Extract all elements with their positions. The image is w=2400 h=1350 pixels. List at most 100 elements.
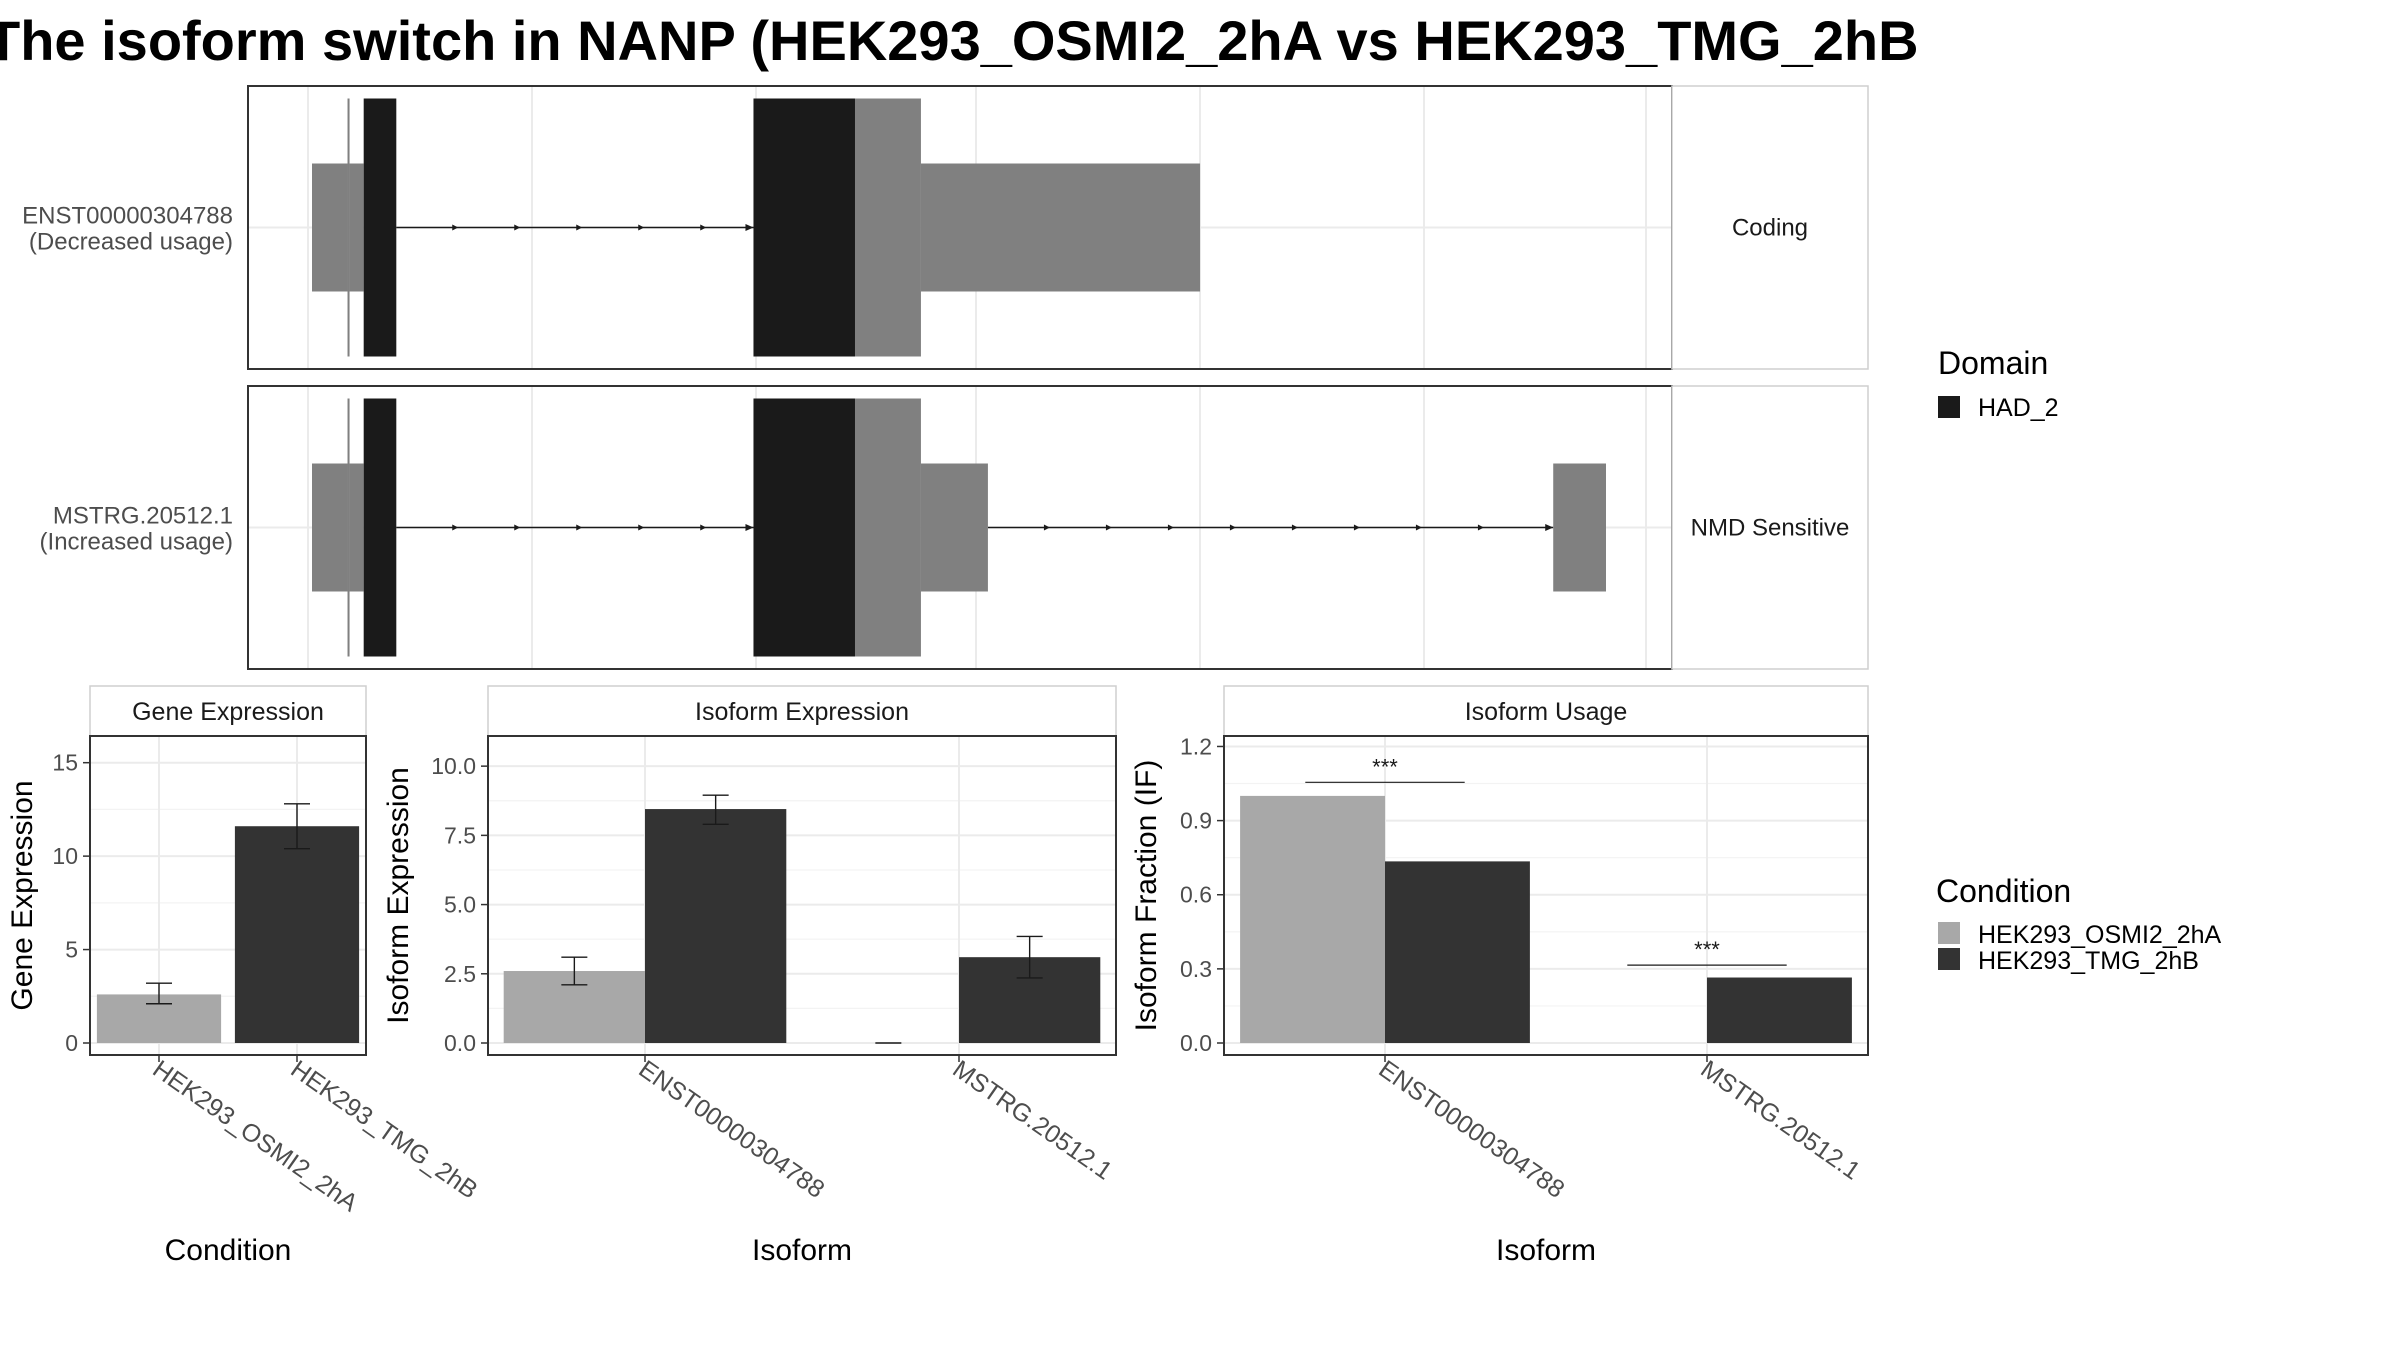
y-tick-label: 1.2 [1180, 733, 1212, 759]
transcript-structure-panel: Coding ENST00000304788(Decreased usage) NM… [22, 85, 1869, 670]
y-tick-label: 0 [65, 1030, 78, 1056]
intron-arrow [1545, 524, 1554, 531]
chart-title: Isoform Expression [695, 698, 909, 726]
utr-exon-block [854, 98, 921, 357]
y-tick-label: 0.3 [1180, 956, 1212, 982]
domain-block-had2 [753, 398, 855, 657]
y-tick-label: 0.9 [1180, 808, 1212, 834]
intron-arrow [745, 224, 754, 231]
x-tick-label: MSTRG.20512.1 [1696, 1055, 1866, 1186]
y-tick-label: 0.6 [1180, 882, 1212, 908]
intron-arrow [700, 224, 707, 231]
y-tick-label: 2.5 [444, 961, 476, 987]
y-tick-label: 5.0 [444, 892, 476, 918]
chart-panel-0: Gene Expression051015HEK293_OSMI2_2hAHEK… [6, 685, 483, 1267]
domain-block-had2 [363, 98, 397, 357]
legends: Domain HAD_2 Condition HEK293_OSMI2_2hAHEK2… [1936, 345, 2222, 975]
domain-legend-title: Domain [1938, 345, 2048, 381]
condition-legend-label: HEK293_TMG_2hB [1978, 947, 2199, 975]
intron-arrow [452, 224, 459, 231]
y-axis-title: Gene Expression [6, 780, 39, 1010]
intron-arrow [514, 524, 521, 531]
y-axis-title: Isoform Fraction (IF) [1130, 760, 1163, 1032]
intron-arrow [638, 224, 645, 231]
facet-strip [1671, 85, 1869, 370]
y-tick-label: 5 [65, 937, 78, 963]
intron-arrow [1043, 524, 1050, 531]
intron-arrow [1105, 524, 1112, 531]
intron-arrow [1353, 524, 1360, 531]
cds-exon-block [347, 98, 350, 357]
bar [234, 826, 360, 1043]
x-tick-label: MSTRG.20512.1 [948, 1055, 1118, 1186]
bar [645, 809, 787, 1043]
x-tick-label: ENST00000304788 [1374, 1055, 1570, 1204]
chart-strip [89, 685, 367, 737]
facet-strip-label: Coding [1732, 215, 1808, 242]
x-axis-title: Isoform [752, 1234, 852, 1267]
bar [1707, 977, 1852, 1043]
utr-exon-block [1553, 463, 1606, 592]
condition-legend-label: HEK293_OSMI2_2hA [1978, 921, 2222, 949]
intron-arrow [576, 224, 583, 231]
chart-panel-1: Isoform Expression 0.0 2.5 5.0 7.5 10.0 ENST00… [382, 685, 1118, 1267]
intron-arrow [745, 524, 754, 531]
y-tick-label: 10.0 [431, 753, 476, 779]
significance-label: *** [1694, 937, 1720, 962]
utr-exon-block [349, 463, 364, 592]
intron-arrow [514, 224, 521, 231]
utr-exon-block [312, 463, 348, 592]
plot-border [89, 735, 367, 1056]
x-axis-title: Isoform [1496, 1234, 1596, 1267]
significance-label: *** [1372, 754, 1398, 779]
intron-arrow [1477, 524, 1484, 531]
plot-border [1223, 735, 1869, 1056]
cds-exon-block [347, 398, 350, 657]
y-axis-title: Isoform Expression [382, 767, 415, 1024]
intron-arrow [638, 524, 645, 531]
intron-arrow [1229, 524, 1236, 531]
isoform-usage-label: (Increased usage) [40, 529, 233, 556]
intron-arrow [700, 524, 707, 531]
intron-arrow [576, 524, 583, 531]
utr-exon-block [920, 463, 988, 592]
chart-title: Isoform Usage [1465, 698, 1628, 726]
chart-strip [487, 685, 1117, 737]
chart-title: Gene Expression [132, 698, 324, 726]
x-axis-title: Condition [165, 1234, 292, 1267]
utr-exon-block [349, 163, 364, 292]
bar [1385, 861, 1530, 1043]
intron-arrow [1291, 524, 1298, 531]
x-tick-label: ENST00000304788 [634, 1055, 830, 1204]
facet-strip-label: NMD Sensitive [1691, 515, 1850, 542]
isoform-label: MSTRG.20512.1 [53, 503, 233, 530]
intron-arrow [452, 524, 459, 531]
domain-block-had2 [753, 98, 855, 357]
domain-legend-label: HAD_2 [1978, 394, 2059, 422]
plot-border [487, 735, 1117, 1056]
condition-legend-key [1938, 922, 1960, 944]
bar [1240, 795, 1385, 1043]
utr-exon-block [854, 398, 921, 657]
y-tick-label: 10 [52, 843, 78, 869]
y-tick-label: 15 [52, 750, 78, 776]
facet-strip [1671, 385, 1869, 670]
condition-legend-key [1938, 948, 1960, 970]
intron-arrow [1415, 524, 1422, 531]
domain-block-had2 [363, 398, 397, 657]
utr-exon-block [920, 163, 1201, 292]
y-tick-label: 0.0 [1180, 1030, 1212, 1056]
expression-charts: Gene Expression051015HEK293_OSMI2_2hAHEK… [6, 685, 1869, 1267]
y-tick-label: 0.0 [444, 1030, 476, 1056]
condition-legend-title: Condition [1936, 873, 2071, 909]
isoform-label: ENST00000304788 [22, 203, 233, 230]
domain-legend-key [1938, 396, 1960, 418]
utr-exon-block [312, 163, 348, 292]
isoform-usage-label: (Decreased usage) [29, 229, 233, 256]
y-tick-label: 7.5 [444, 822, 476, 848]
chart-strip [1223, 685, 1869, 737]
intron-arrow [1167, 524, 1174, 531]
figure-title: The isoform switch in NANP (HEK293_OSMI2… [0, 6, 2400, 76]
chart-panel-2: Isoform Usage 0.0 0.3 0.6 0.9 1.2 *** *** ENST00… [1130, 685, 1869, 1267]
